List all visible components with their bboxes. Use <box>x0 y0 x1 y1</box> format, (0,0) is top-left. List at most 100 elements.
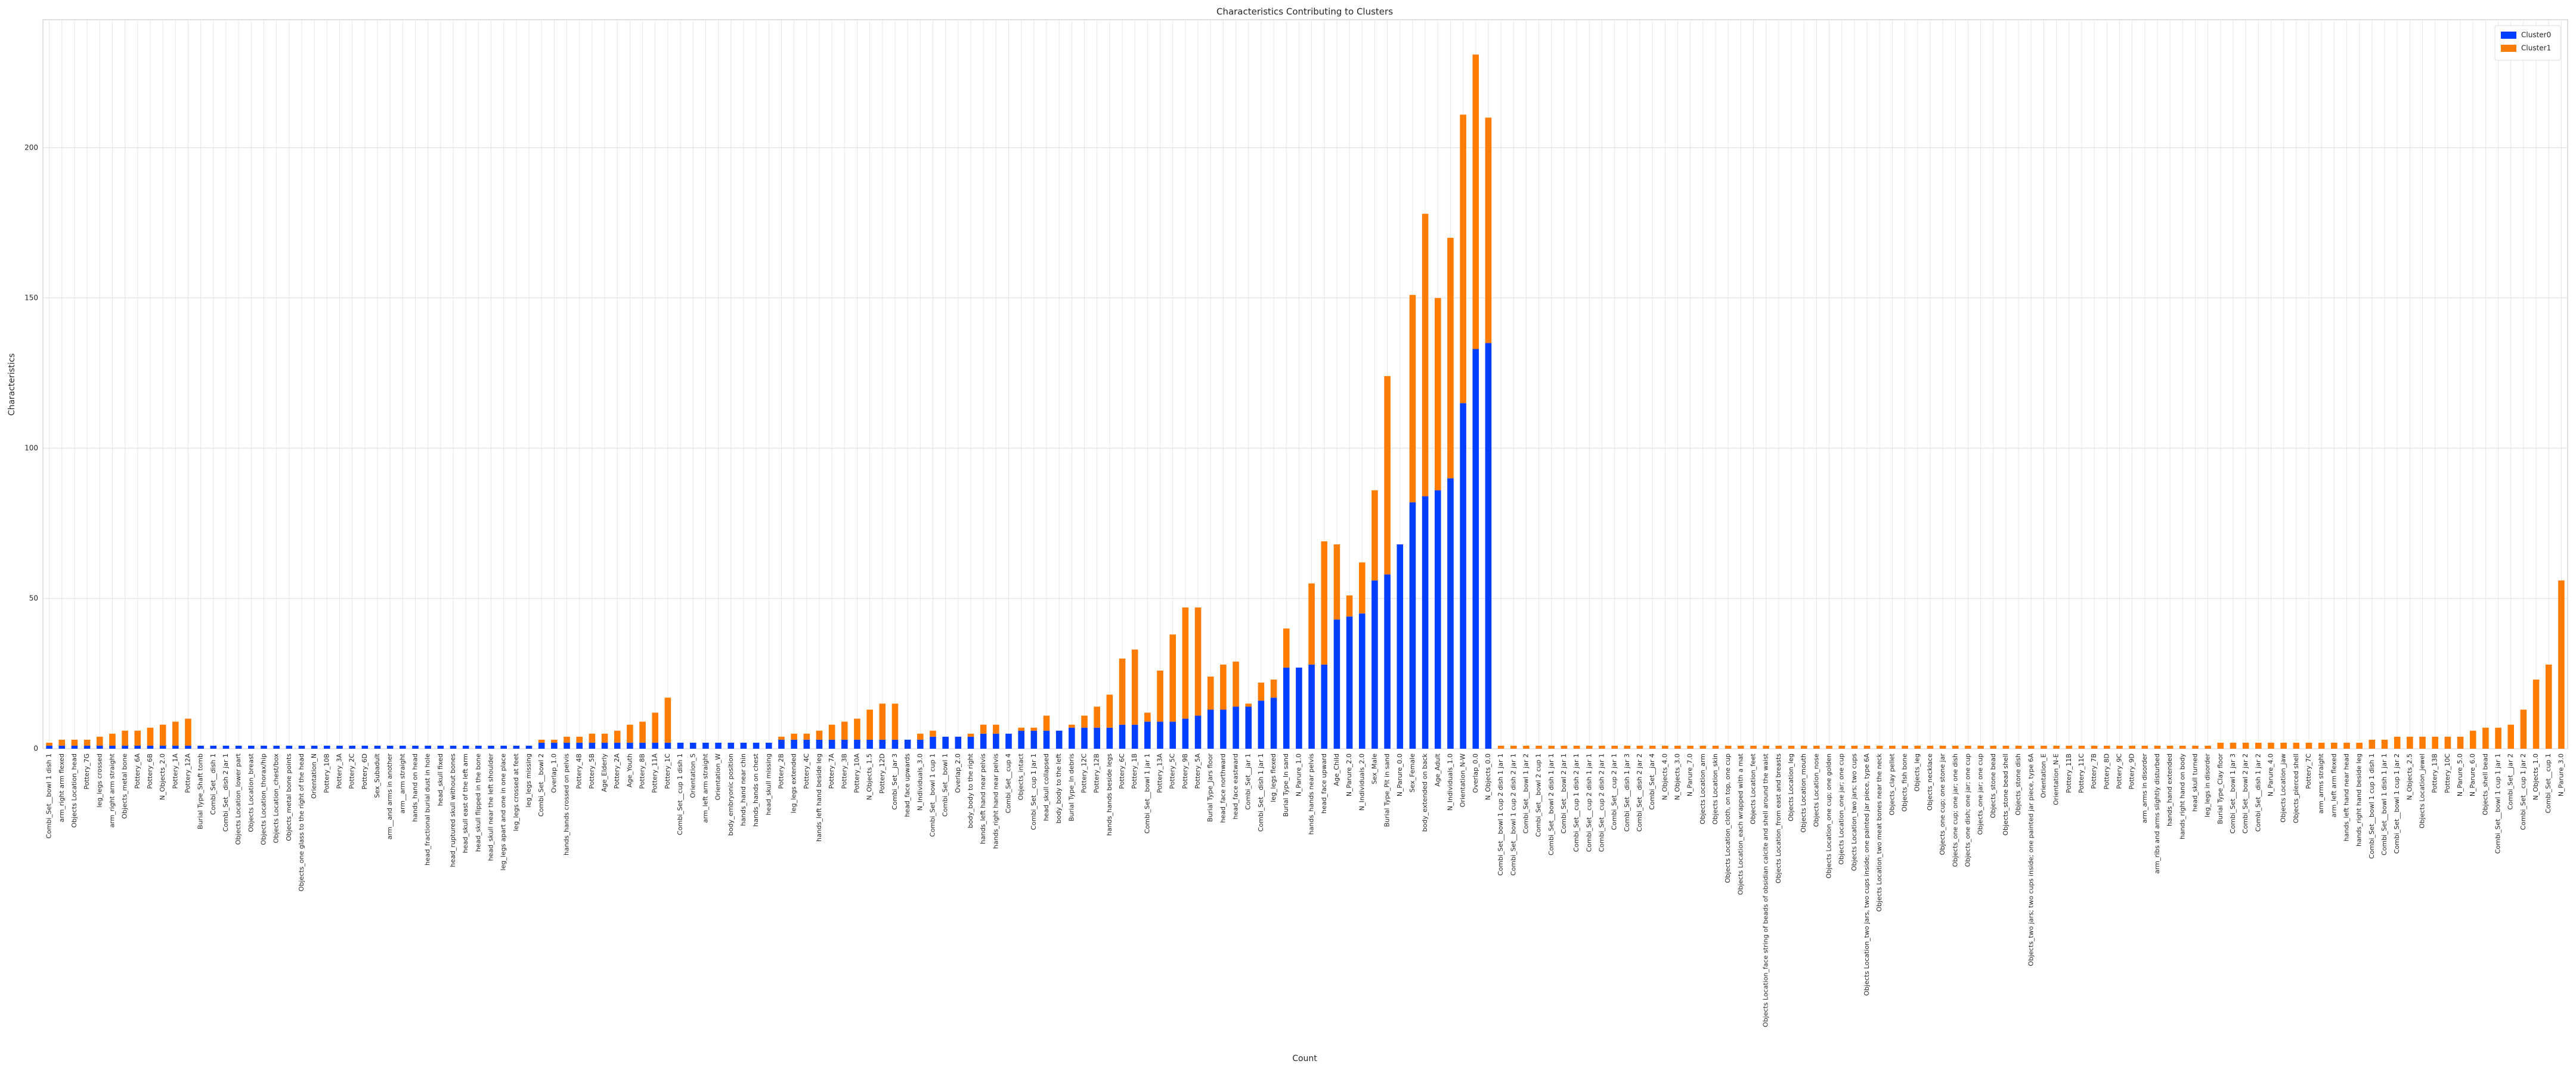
bar <box>891 703 899 740</box>
bar <box>778 736 785 740</box>
bar <box>1397 544 1404 749</box>
bar <box>727 742 735 749</box>
bar <box>2104 745 2110 749</box>
bar <box>58 739 66 746</box>
x-tick-label: Pottery_11A <box>651 753 659 793</box>
bar <box>1548 745 1555 749</box>
x-tick-label: Age_Youth <box>626 753 633 787</box>
bar <box>930 736 936 749</box>
bar <box>109 733 116 746</box>
bar <box>1030 727 1038 731</box>
bar <box>551 739 558 743</box>
x-tick-label: Orientation_S <box>689 753 696 798</box>
x-tick-label: Objects Location_breast <box>247 753 255 832</box>
bar <box>917 733 924 740</box>
bar <box>1460 114 1466 404</box>
bar <box>2141 745 2148 749</box>
bar <box>210 745 217 749</box>
bar <box>2469 730 2476 749</box>
x-tick-label: Objects_fish bone <box>1901 753 1909 812</box>
x-tick-label: Pottery_5C <box>1169 753 1176 789</box>
x-tick-label: Combi_Set__cup 1 jar 1 <box>1030 753 1038 830</box>
bar <box>1977 745 1984 749</box>
x-tick-label: Objects Location_head <box>70 753 78 828</box>
x-tick-label: arm_left arm straight <box>701 753 709 823</box>
y-axis-label: Characteristics <box>7 353 17 416</box>
bar <box>1409 502 1416 749</box>
bar <box>1245 703 1252 707</box>
bar <box>2305 742 2312 749</box>
x-tick-label: Objects_shell bead <box>2481 753 2489 815</box>
bar <box>917 739 924 749</box>
x-tick-label: N_Individuals_1.0 <box>1446 753 1454 811</box>
x-tick-label: leg_legs extended <box>790 753 798 813</box>
x-tick-label: Burial Type_In sand <box>1282 753 1290 817</box>
bar <box>753 742 760 749</box>
bar <box>122 745 128 749</box>
x-tick-label: head_face upward <box>1320 753 1328 814</box>
bar <box>1927 745 1934 749</box>
bar <box>803 733 810 740</box>
bar <box>955 736 962 749</box>
x-tick-label: Objects Location_one jar; one cup <box>1838 753 1846 865</box>
x-tick-label: Objects Location_face string of beads of… <box>1762 753 1770 1027</box>
x-tick-label: N_Objects_3.0 <box>1674 753 1682 800</box>
bar <box>1750 745 1757 749</box>
x-tick-label: Overlap_1.0 <box>550 753 558 793</box>
x-tick-label: Pottery_6A <box>134 753 141 789</box>
x-tick-label: Objects_stone bead <box>1989 753 1997 818</box>
bar <box>904 739 911 749</box>
x-tick-label: Combi_Set__dish 1 jar 1 <box>1257 753 1265 832</box>
x-tick-label: Combi_Set__bowl 1 cup 1 <box>928 753 936 837</box>
bar <box>1018 730 1024 749</box>
bar <box>1409 294 1416 503</box>
x-tick-label: hands_hand near chin <box>739 753 747 826</box>
bar <box>1346 616 1353 749</box>
x-tick-label: Pottery_11B <box>2065 753 2073 793</box>
x-tick-label: Objects Location_each wrapped with a mat <box>1736 753 1744 895</box>
bar <box>336 745 343 749</box>
bar <box>601 733 608 743</box>
bar <box>1914 745 1921 749</box>
bar <box>1851 745 1858 749</box>
x-tick-label: Combi_Set__cup 1 jar 2 <box>2519 753 2527 830</box>
plot-area <box>42 19 2568 749</box>
x-tick-label: Pottery_7A <box>828 753 835 789</box>
bar <box>1321 541 1328 665</box>
x-tick-label: hands_right hand on body <box>2178 753 2186 839</box>
bar <box>2507 724 2515 749</box>
bar <box>2381 739 2388 749</box>
x-tick-label: Orientation_N-W <box>1459 753 1467 807</box>
x-tick-label: Burial Type_In debris <box>1067 753 1075 821</box>
x-tick-label: Objects_one dish; one jar; one cup <box>1964 753 1971 867</box>
x-tick-label: head_fractional burial dust in hole <box>424 753 432 866</box>
bar <box>400 745 406 749</box>
x-tick-label: Objects_stone bead shell <box>2002 753 2010 836</box>
x-tick-label: leg_legs missing <box>525 753 532 808</box>
bar <box>1472 54 1479 349</box>
bar <box>715 742 722 749</box>
x-tick-label: head_ruptured skull without bones <box>449 753 457 867</box>
x-tick-label: hands_hands beside legs <box>1106 753 1113 836</box>
y-tick-label: 0 <box>33 745 38 753</box>
bar <box>2230 742 2237 749</box>
bar <box>601 742 608 749</box>
x-tick-label: Combi_Set__cup 1 dish 2 jar 1 <box>1572 753 1580 852</box>
bar <box>83 739 91 746</box>
bar <box>2078 745 2085 749</box>
x-tick-label: Objects Location_two meat bones near the… <box>1875 753 1883 911</box>
x-tick-label: Pottery_6C <box>1118 753 1126 789</box>
bar <box>1131 649 1138 725</box>
bar <box>2457 736 2464 749</box>
bar <box>2356 742 2363 749</box>
bar <box>803 739 810 749</box>
y-tick-label: 200 <box>24 143 38 151</box>
bar <box>1321 664 1328 749</box>
bar <box>538 742 545 749</box>
x-tick-label: Pottery_12C <box>1080 753 1088 793</box>
bar <box>172 745 179 749</box>
bar <box>134 745 141 749</box>
x-tick-label: Combi_Set__dish 2 jar 2 <box>1636 753 1643 832</box>
bar <box>450 745 457 749</box>
x-tick-label: head_skull flipped in the bone <box>474 753 482 852</box>
